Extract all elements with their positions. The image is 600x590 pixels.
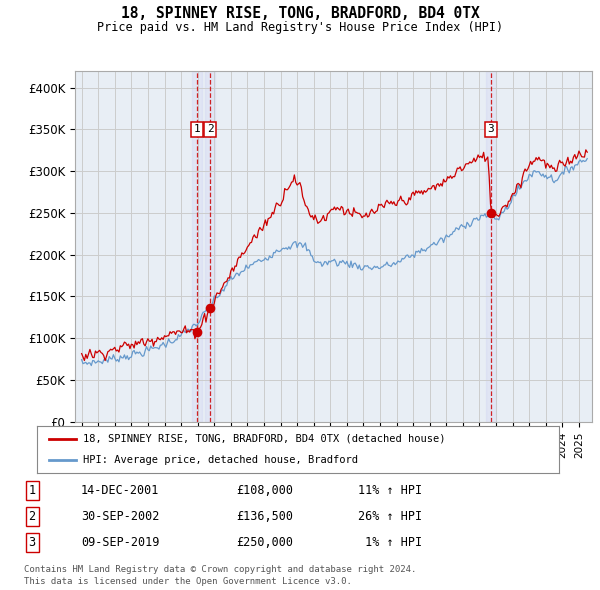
- Text: 2: 2: [207, 124, 214, 135]
- Text: 09-SEP-2019: 09-SEP-2019: [81, 536, 160, 549]
- Text: 30-SEP-2002: 30-SEP-2002: [81, 510, 160, 523]
- Text: 3: 3: [29, 536, 36, 549]
- Text: This data is licensed under the Open Government Licence v3.0.: This data is licensed under the Open Gov…: [24, 577, 352, 586]
- Text: 1: 1: [194, 124, 200, 135]
- Text: 26% ↑ HPI: 26% ↑ HPI: [358, 510, 422, 523]
- Text: 2: 2: [29, 510, 36, 523]
- Text: Price paid vs. HM Land Registry's House Price Index (HPI): Price paid vs. HM Land Registry's House …: [97, 21, 503, 34]
- Text: £136,500: £136,500: [236, 510, 293, 523]
- Bar: [192, 71, 202, 422]
- Text: 14-DEC-2001: 14-DEC-2001: [81, 484, 160, 497]
- Text: HPI: Average price, detached house, Bradford: HPI: Average price, detached house, Brad…: [83, 455, 358, 466]
- Text: £250,000: £250,000: [236, 536, 293, 549]
- Text: 11% ↑ HPI: 11% ↑ HPI: [358, 484, 422, 497]
- Text: 3: 3: [488, 124, 494, 135]
- Text: 18, SPINNEY RISE, TONG, BRADFORD, BD4 0TX: 18, SPINNEY RISE, TONG, BRADFORD, BD4 0T…: [121, 6, 479, 21]
- Text: 1% ↑ HPI: 1% ↑ HPI: [358, 536, 422, 549]
- Text: £108,000: £108,000: [236, 484, 293, 497]
- Bar: [486, 71, 496, 422]
- Bar: [205, 71, 215, 422]
- Text: 1: 1: [29, 484, 36, 497]
- Text: Contains HM Land Registry data © Crown copyright and database right 2024.: Contains HM Land Registry data © Crown c…: [24, 565, 416, 574]
- Text: 18, SPINNEY RISE, TONG, BRADFORD, BD4 0TX (detached house): 18, SPINNEY RISE, TONG, BRADFORD, BD4 0T…: [83, 434, 446, 444]
